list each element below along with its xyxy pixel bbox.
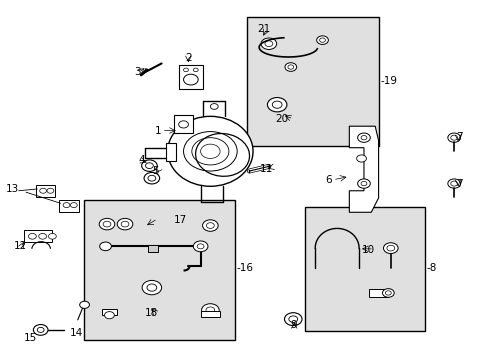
Circle shape xyxy=(288,316,297,322)
Circle shape xyxy=(267,98,286,112)
Polygon shape xyxy=(59,200,79,212)
Bar xyxy=(165,143,176,161)
Circle shape xyxy=(264,41,272,46)
Circle shape xyxy=(121,221,129,227)
Circle shape xyxy=(272,101,282,108)
Circle shape xyxy=(145,163,153,168)
Circle shape xyxy=(357,179,369,188)
Text: 5: 5 xyxy=(152,166,159,176)
Circle shape xyxy=(382,289,393,297)
Circle shape xyxy=(142,160,157,171)
Circle shape xyxy=(201,304,219,317)
Circle shape xyxy=(47,188,54,193)
Circle shape xyxy=(356,155,366,162)
Text: 4: 4 xyxy=(139,155,145,165)
Circle shape xyxy=(100,242,111,251)
Circle shape xyxy=(183,74,198,85)
Polygon shape xyxy=(173,116,193,134)
Polygon shape xyxy=(348,126,378,212)
Bar xyxy=(102,309,117,315)
Circle shape xyxy=(193,68,198,72)
Circle shape xyxy=(33,324,48,335)
Text: 13: 13 xyxy=(6,184,20,194)
Text: 10: 10 xyxy=(362,245,375,255)
Text: 20: 20 xyxy=(275,114,288,124)
Text: 1: 1 xyxy=(155,126,161,135)
Circle shape xyxy=(183,68,188,72)
Circle shape xyxy=(193,241,207,252)
Circle shape xyxy=(144,172,159,184)
Circle shape xyxy=(197,244,203,249)
Text: 3: 3 xyxy=(134,67,140,77)
Circle shape xyxy=(99,219,115,230)
Text: 9: 9 xyxy=(289,320,296,330)
Circle shape xyxy=(103,221,111,227)
Text: 7: 7 xyxy=(455,132,462,142)
Circle shape xyxy=(70,203,77,208)
Text: 14: 14 xyxy=(69,328,83,338)
Text: -19: -19 xyxy=(379,76,396,86)
Circle shape xyxy=(447,133,460,142)
Circle shape xyxy=(191,138,228,165)
Text: -8: -8 xyxy=(426,263,436,273)
Circle shape xyxy=(316,36,328,44)
Text: 21: 21 xyxy=(257,24,270,35)
Bar xyxy=(305,207,424,330)
Circle shape xyxy=(210,104,218,109)
Circle shape xyxy=(40,188,46,193)
Circle shape xyxy=(261,38,276,49)
Text: 2: 2 xyxy=(185,53,191,63)
Circle shape xyxy=(360,135,366,140)
Circle shape xyxy=(450,181,457,186)
Circle shape xyxy=(206,223,214,228)
Text: 18: 18 xyxy=(145,308,158,318)
Ellipse shape xyxy=(167,116,252,186)
Circle shape xyxy=(287,65,293,69)
Circle shape xyxy=(80,301,89,309)
Polygon shape xyxy=(178,65,203,89)
Circle shape xyxy=(319,38,325,42)
Text: -16: -16 xyxy=(236,263,253,273)
Text: 11: 11 xyxy=(259,164,272,174)
Circle shape xyxy=(386,245,394,251)
Text: 7: 7 xyxy=(455,179,462,189)
Text: 6: 6 xyxy=(325,175,331,185)
Circle shape xyxy=(200,144,220,158)
Circle shape xyxy=(28,233,36,239)
Circle shape xyxy=(48,233,56,239)
Circle shape xyxy=(148,175,156,181)
Circle shape xyxy=(385,291,390,295)
Circle shape xyxy=(205,307,214,314)
Polygon shape xyxy=(36,185,55,197)
Text: 12: 12 xyxy=(14,241,27,251)
Circle shape xyxy=(450,135,457,140)
Circle shape xyxy=(178,121,188,128)
Circle shape xyxy=(383,243,397,253)
Circle shape xyxy=(357,133,369,142)
Circle shape xyxy=(183,132,237,171)
Text: 15: 15 xyxy=(23,333,37,343)
Text: 17: 17 xyxy=(173,215,186,225)
Circle shape xyxy=(284,313,302,325)
Circle shape xyxy=(147,284,157,291)
Bar xyxy=(148,244,158,252)
Bar xyxy=(200,311,220,318)
Bar xyxy=(83,200,234,339)
Polygon shape xyxy=(24,230,52,242)
Circle shape xyxy=(202,220,218,231)
Bar xyxy=(368,289,387,297)
Circle shape xyxy=(142,280,161,295)
Circle shape xyxy=(360,181,366,186)
Circle shape xyxy=(37,327,44,332)
Circle shape xyxy=(63,203,70,208)
Circle shape xyxy=(117,219,133,230)
Bar xyxy=(246,17,378,146)
Circle shape xyxy=(104,312,114,319)
Circle shape xyxy=(39,233,46,239)
Circle shape xyxy=(447,179,460,188)
Circle shape xyxy=(285,63,296,71)
